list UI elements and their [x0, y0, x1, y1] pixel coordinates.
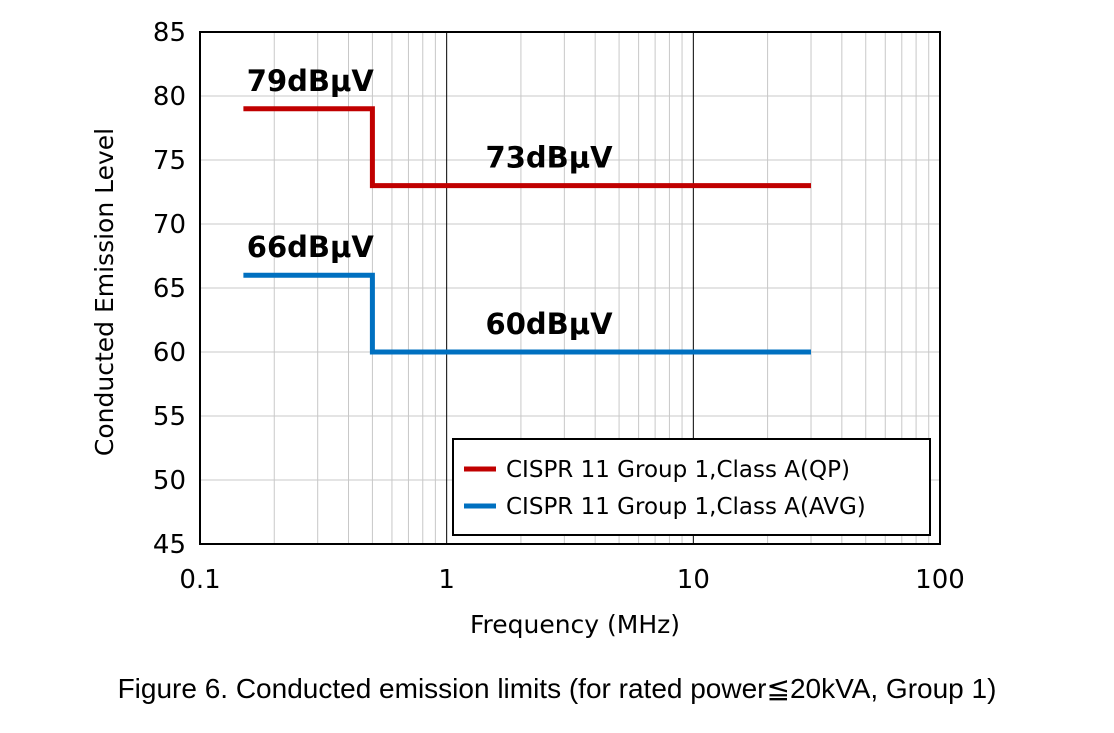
y-tick-label: 50	[153, 466, 186, 496]
value-annotation: 73dBμV	[486, 141, 614, 175]
emission-limits-chart: 45 50 55 60 65 70 75 80 85 0.1 1 10 100 Frequency (MH…	[90, 18, 965, 639]
y-axis-title: Conducted Emission Level	[90, 128, 119, 456]
x-tick-label: 10	[677, 565, 710, 595]
series-line-1	[243, 106, 811, 189]
y-tick-label: 70	[153, 210, 186, 240]
legend-label-1: CISPR 11 Group 1,Class A(QP)	[506, 457, 850, 483]
series-lines	[243, 106, 811, 355]
series-line-2	[243, 272, 811, 355]
y-tick-label: 55	[153, 402, 186, 432]
y-tick-label: 85	[153, 18, 186, 48]
axes: 45 50 55 60 65 70 75 80 85 0.1 1 10 100 Frequency (MH…	[90, 18, 965, 639]
x-tick-label: 0.1	[179, 565, 220, 595]
value-annotation: 66dBμV	[247, 230, 375, 264]
value-annotation: 79dBμV	[247, 64, 375, 98]
x-axis-title: Frequency (MHz)	[470, 610, 680, 639]
figure-caption: Figure 6. Conducted emission limits (for…	[117, 673, 997, 704]
legend-label-2: CISPR 11 Group 1,Class A(AVG)	[506, 494, 866, 520]
y-tick-label: 45	[153, 530, 186, 560]
y-tick-label: 80	[153, 82, 186, 112]
legend-box	[452, 438, 931, 536]
plot-frame	[199, 31, 941, 545]
x-tick-label: 100	[915, 565, 965, 595]
value-annotation: 60dBμV	[486, 307, 614, 341]
y-tick-label: 60	[153, 338, 186, 368]
legend: CISPR 11 Group 1,Class A(QP) CISPR 11 Gro…	[452, 438, 931, 536]
annotations: 79dBμV 73dBμV 66dBμV 60dBμV	[247, 64, 613, 341]
y-tick-label: 65	[153, 274, 186, 304]
x-tick-label: 1	[438, 565, 455, 595]
y-tick-label: 75	[153, 146, 186, 176]
